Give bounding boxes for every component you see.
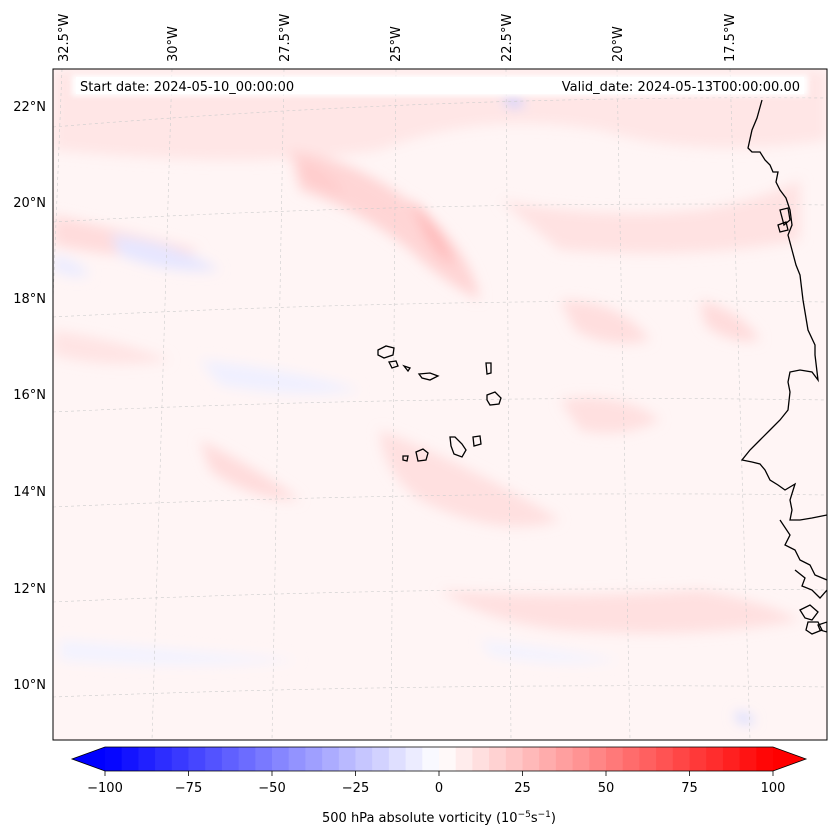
- coastline: [740, 99, 827, 635]
- colorbar-cell: [489, 747, 507, 771]
- colorbar-cell: [422, 747, 440, 771]
- colorbar-cell: [155, 747, 173, 771]
- colorbar-cell: [138, 747, 156, 771]
- colorbar-cell: [171, 747, 189, 771]
- map-frame: [52, 68, 828, 741]
- colorbar-tick-label: −25: [342, 781, 369, 796]
- lon-label-27-5w: 27.5°W: [278, 14, 293, 62]
- colorbar-cell: [355, 747, 373, 771]
- lon-label-25w: 25°W: [389, 26, 404, 62]
- lon-label-17-5w: 17.5°W: [723, 14, 738, 62]
- colorbar-cell: [505, 747, 523, 771]
- colorbar-cell: [689, 747, 707, 771]
- start-date-label: Start date: 2024-05-10_00:00:00: [80, 80, 294, 95]
- colorbar-cell: [439, 747, 457, 771]
- colorbar-cell: [756, 747, 774, 771]
- cape-verde-islands: [377, 345, 502, 462]
- colorbar-cell: [322, 747, 340, 771]
- colorbar-min-extend: [72, 747, 105, 771]
- colorbar-cell: [656, 747, 674, 771]
- colorbar-tick-label: −100: [87, 781, 123, 796]
- colorbar: −100 −75 −50 −25 0 25 50 75 100 500 hPa …: [70, 746, 808, 826]
- info-banner-solid: [76, 77, 804, 94]
- colorbar-tick-label: 100: [761, 781, 786, 796]
- colorbar-cell: [539, 747, 557, 771]
- colorbar-cell: [288, 747, 306, 771]
- colorbar-cell: [522, 747, 540, 771]
- valid-date-label: Valid_date: 2024-05-13T00:00:00.00: [562, 80, 800, 95]
- lon-label-32-5w: 32.5°W: [57, 14, 72, 62]
- colorbar-cell: [272, 747, 290, 771]
- colorbar-cell: [639, 747, 657, 771]
- colorbar-cell: [305, 747, 323, 771]
- colorbar-cell: [722, 747, 741, 771]
- colorbar-cell: [472, 747, 490, 771]
- colorbar-tick-label: −75: [175, 781, 202, 796]
- lat-label-10n: 10°N: [13, 678, 46, 693]
- colorbar-cell: [105, 747, 123, 771]
- colorbar-cell: [338, 747, 356, 771]
- lat-label-12n: 12°N: [13, 582, 46, 597]
- lat-label-14n: 14°N: [13, 485, 46, 500]
- colorbar-cell: [606, 747, 624, 771]
- colorbar-ticks: −100 −75 −50 −25 0 25 50 75 100: [87, 771, 785, 796]
- colorbar-cell: [238, 747, 256, 771]
- colorbar-cell: [572, 747, 590, 771]
- colorbar-tick-label: 75: [681, 781, 698, 796]
- colorbar-cell: [706, 747, 724, 771]
- colorbar-max-extend: [773, 747, 806, 771]
- lon-label-30w: 30°W: [166, 26, 181, 62]
- colorbar-tick-label: 50: [598, 781, 615, 796]
- colorbar-cell: [255, 747, 273, 771]
- lat-label-18n: 18°N: [13, 292, 46, 307]
- colorbar-cell: [121, 747, 139, 771]
- colorbar-cell: [205, 747, 223, 771]
- lat-label-20n: 20°N: [13, 196, 46, 211]
- colorbar-cell: [405, 747, 423, 771]
- latitude-labels: 22°N 20°N 18°N 16°N 14°N 12°N 10°N: [13, 100, 46, 693]
- lat-label-16n: 16°N: [13, 388, 46, 403]
- colorbar-cell: [188, 747, 206, 771]
- colorbar-cell: [555, 747, 574, 771]
- colorbar-title: 500 hPa absolute vorticity (10−5s−1): [322, 810, 556, 826]
- colorbar-cell: [221, 747, 240, 771]
- colorbar-cell: [622, 747, 640, 771]
- lat-label-22n: 22°N: [13, 100, 46, 115]
- colorbar-tick-label: −50: [258, 781, 285, 796]
- colorbar-cell: [739, 747, 757, 771]
- colorbar-cell: [672, 747, 690, 771]
- longitude-labels: 32.5°W 30°W 27.5°W 25°W 22.5°W 20°W 17.5…: [57, 14, 738, 62]
- colorbar-cell: [372, 747, 390, 771]
- map-panel: Start date: 2024-05-10_00:00:00 Valid_da…: [53, 69, 827, 740]
- lon-label-20w: 20°W: [611, 26, 626, 62]
- colorbar-cell: [589, 747, 607, 771]
- colorbar-cell: [388, 747, 407, 771]
- colorbar-tick-label: 0: [435, 781, 443, 796]
- colorbar-tick-label: 25: [514, 781, 531, 796]
- colorbar-cell: [455, 747, 473, 771]
- lon-label-22-5w: 22.5°W: [500, 14, 515, 62]
- map-background: [53, 69, 827, 740]
- colorbar-cells: [105, 747, 774, 771]
- gridlines: [53, 69, 827, 740]
